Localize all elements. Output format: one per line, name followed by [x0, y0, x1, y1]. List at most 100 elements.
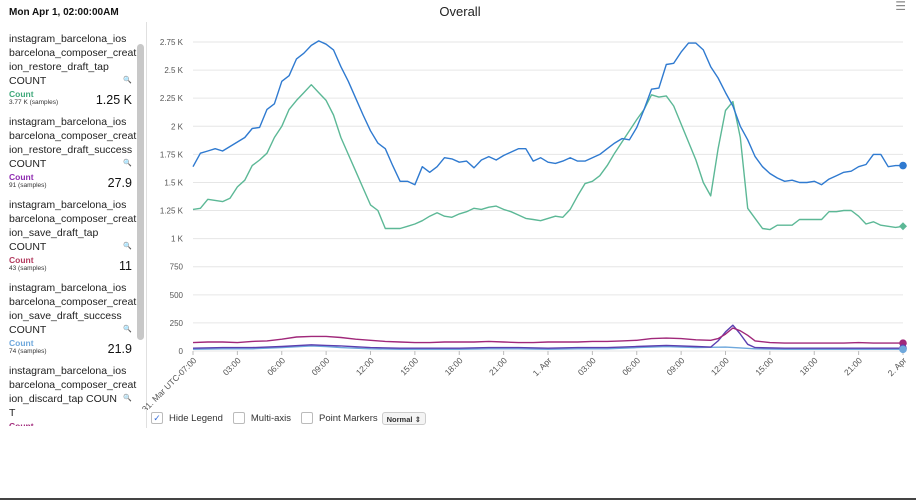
series-end-marker: [899, 222, 907, 231]
metric-name: instagram_barcelona_ios barcelona_compose…: [9, 188, 137, 240]
x-tick-label: 09:00: [309, 355, 331, 377]
metric-footer: Count 74 (samples) 21.9: [9, 338, 134, 356]
search-icon[interactable]: 🔍: [123, 243, 132, 250]
x-tick-label: 06:00: [265, 355, 287, 377]
x-tick-label-text: 06:00: [620, 355, 642, 377]
search-icon[interactable]: 🔍: [123, 160, 132, 167]
sidebar-scrollbar[interactable]: [137, 44, 144, 340]
x-tick-label: 12:00: [709, 355, 731, 377]
y-tick-label: 0: [179, 347, 184, 356]
metric-count-label: Count: [9, 421, 34, 426]
metric-value: 21.9: [107, 342, 132, 356]
metric-item[interactable]: instagram_barcelona_ios barcelona_compose…: [0, 188, 137, 273]
x-tick-label-text: 2. Apr: [886, 355, 909, 378]
series-end-marker: [899, 161, 907, 170]
metric-value: 1.25 K: [95, 93, 132, 107]
x-tick-label-text: 03:00: [221, 355, 243, 377]
mode-select[interactable]: Normal ⇕: [381, 411, 426, 425]
metric-name-line: barcelona_composer_creat: [9, 130, 137, 142]
x-tick-label: 18:00: [443, 355, 465, 377]
point-markers-label: Point Markers: [319, 412, 378, 424]
metric-name-line: barcelona_composer_creat: [9, 47, 137, 59]
metric-item[interactable]: instagram_barcelona_ios barcelona_compose…: [0, 105, 137, 190]
y-tick-label: 1.5 K: [164, 178, 183, 187]
metric-count-block: Count228 (samples): [9, 421, 50, 426]
x-tick-label: 03:00: [221, 355, 243, 377]
metric-name-line: ion_restore_draft_success: [9, 144, 133, 156]
x-tick-label: 09:00: [664, 355, 686, 377]
series-line: [192, 327, 903, 344]
metric-name-line: ion_save_draft_success: [9, 310, 122, 322]
x-tick-label: 06:00: [620, 355, 642, 377]
multi-axis-checkbox[interactable]: [232, 412, 245, 424]
metric-name: instagram_barcelona_ios barcelona_compose…: [9, 271, 137, 323]
x-tick-label-text: 09:00: [309, 355, 331, 377]
search-icon[interactable]: 🔍: [123, 77, 132, 84]
x-tick-label: 31. Mar UTC-07:00: [140, 355, 199, 410]
x-tick-label-text: 18:00: [798, 355, 820, 377]
x-tick-label: 21:00: [842, 355, 864, 377]
metric-aggregation: COUNT: [9, 158, 47, 170]
line-chart[interactable]: 0 250 500 750 1 K 1.25 K 1.5 K 1.75 K 2 K 2.25 K 2…: [0, 0, 916, 410]
metric-aggregation-row: COUNT 🔍: [9, 323, 134, 337]
sidebar-divider: [146, 22, 147, 428]
point-markers-checkbox[interactable]: [301, 412, 314, 424]
hamburger-menu-icon[interactable]: ☰: [895, 0, 906, 13]
metric-count-label: Count: [9, 172, 34, 182]
metric-count-block: Count 74 (samples): [9, 338, 47, 356]
metrics-list: instagram_barcelona_ios barcelona_compose…: [0, 22, 136, 426]
search-icon[interactable]: 🔍: [123, 395, 132, 402]
x-tick-label: 1. Apr: [531, 355, 554, 378]
metric-item[interactable]: instagram_barcelona_ios barcelona_compose…: [0, 22, 137, 107]
metric-footer: Count 91 (samples) 27.9: [9, 172, 134, 190]
metric-name-line: barcelona_composer_creat: [9, 296, 137, 308]
hide-legend-checkbox[interactable]: ✓: [151, 412, 163, 424]
y-tick-label: 1.75 K: [160, 150, 184, 159]
metric-count-block: Count 43 (samples): [9, 255, 47, 273]
metric-samples: 3.77 K (samples): [9, 99, 59, 106]
metric-samples: 91 (samples): [9, 182, 47, 189]
y-tick-label: 1.25 K: [160, 207, 184, 216]
metric-aggregation: COUNT: [9, 241, 47, 253]
x-tick-label: 03:00: [576, 355, 598, 377]
metric-item[interactable]: instagram_barcelona_ios barcelona_compose…: [0, 271, 137, 356]
y-tick-label: 500: [170, 291, 184, 300]
window-bottom-border: [0, 498, 916, 500]
x-tick-label-text: 03:00: [576, 355, 598, 377]
y-tick-label: 1 K: [171, 235, 184, 244]
x-tick-label-text: 21:00: [487, 355, 509, 377]
x-tick-label-text: 31. Mar UTC-07:00: [140, 355, 199, 410]
x-tick-label-text: 15:00: [398, 355, 420, 377]
metric-name-line: instagram_barcelona_ios: [9, 33, 127, 45]
series-line: [192, 345, 903, 350]
metric-aggregation-row: COUNT 🔍: [9, 157, 134, 171]
metric-name: instagram_barcelona_ios barcelona_compose…: [9, 22, 137, 74]
search-icon[interactable]: 🔍: [123, 326, 132, 333]
metric-aggregation-row: COUNT 🔍: [9, 74, 134, 88]
metric-value: 27.9: [107, 176, 132, 190]
chart-controls: ✓ Hide Legend Multi-axis Point Markers N…: [151, 410, 426, 426]
series-line: [192, 83, 904, 231]
x-tick-label: 15:00: [398, 355, 420, 377]
y-tick-label: 2 K: [171, 122, 184, 131]
metric-footer: Count 3.77 K (samples) 1.25 K: [9, 89, 134, 107]
metric-footer: Count 43 (samples) 11: [9, 255, 134, 273]
metric-name-line: barcelona_composer_creat: [9, 213, 137, 225]
chart-title: Overall: [439, 4, 481, 19]
hide-legend-label: Hide Legend: [169, 412, 223, 424]
metric-count-label: Count: [9, 338, 34, 348]
x-tick-label-text: 21:00: [842, 355, 864, 377]
series-end-marker: [899, 345, 907, 354]
metric-name-line: instagram_barcelona_ios: [9, 282, 127, 294]
metrics-sidebar[interactable]: instagram_barcelona_ios barcelona_compose…: [0, 22, 146, 426]
x-tick-label-text: 12:00: [354, 355, 376, 377]
metric-item[interactable]: instagram_barcelona_ios barcelona_compose…: [0, 354, 136, 426]
metric-name-line: instagram_barcelona_ios: [9, 199, 127, 211]
x-tick-label-text: 09:00: [664, 355, 686, 377]
y-tick-label: 2.75 K: [160, 38, 184, 47]
metric-count-label: Count: [9, 255, 34, 265]
x-tick-label: 12:00: [354, 355, 376, 377]
mode-select-value: Normal: [386, 414, 413, 424]
select-arrows-icon: ⇕: [414, 414, 421, 424]
metric-samples: 43 (samples): [9, 265, 47, 272]
